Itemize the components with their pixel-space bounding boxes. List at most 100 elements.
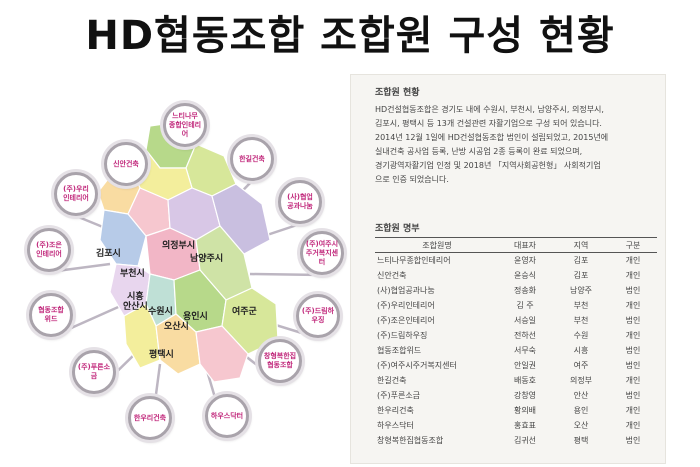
bubble-changhyeong-cooperative: 창형복한집 협동조합 (258, 339, 302, 383)
bubble-house-doctor: 하우스닥터 (205, 394, 249, 438)
city-namyangju: 남양주시 (190, 254, 224, 264)
table-cell: 배동호 (513, 375, 537, 385)
table-cell: 부천 (573, 300, 589, 310)
table-header-row: 조합원명 대표자 지역 구분 (375, 237, 657, 253)
table-cell: 안산 (573, 390, 589, 400)
map-region (195, 325, 249, 383)
bubble-pureun-sogeum: (주)푸른소금 (72, 350, 116, 394)
bubble-connector-line (249, 272, 323, 277)
table-row: 느티나무종합인테리어 윤영자 김포 개인 (375, 253, 657, 268)
table-cell: 의정부 (569, 375, 593, 385)
table-cell: 한우리건축 (377, 405, 414, 415)
table-cell: 윤영자 (513, 255, 537, 265)
table-cell: 강창영 (513, 390, 537, 400)
table-cell: 개인 (625, 270, 641, 280)
paragraph-line: 2014년 12월 1일에 HD건설협동조합 법인이 설립되었고, 2015년에 (375, 133, 609, 142)
table-cell: 황의배 (513, 405, 537, 415)
table-row: (주)드림하우징 전하선 수원 개인 (375, 328, 657, 343)
table-cell: 법인 (625, 360, 641, 370)
table-cell: 개인 (625, 375, 641, 385)
table-cell: 법인 (625, 315, 641, 325)
table-cell: 법인 (625, 435, 641, 445)
city-osan: 오산시 (164, 322, 189, 332)
table-cell: 법인 (625, 285, 641, 295)
city-uijeongbu: 의정부시 (162, 241, 196, 251)
bubble-hangil-architecture: 한길건축 (230, 137, 274, 181)
table-cell: (주)푸른소금 (377, 390, 421, 400)
table-cell: 김포 (573, 255, 589, 265)
city-yeoju: 여주군 (232, 307, 257, 317)
table-row: 한길건축 배동호 의정부 개인 (375, 373, 657, 388)
table-row: (주)여주시주거복지센터 안일권 여주 법인 (375, 358, 657, 373)
city-gimpo: 김포시 (96, 249, 121, 259)
bubble-sinan-architecture: 신안건축 (104, 142, 148, 186)
city-bucheon: 부천시 (120, 269, 145, 279)
table-cell: 안일권 (513, 360, 537, 370)
table-cell: 남양주 (569, 285, 593, 295)
bubble-hanwoori-architecture: 한우리건축 (128, 396, 172, 440)
bubble-cooperative-with: 협동조합 위드 (29, 293, 73, 337)
table-row: 한우리건축 황의배 용인 개인 (375, 403, 657, 418)
city-yongin: 용인시 (183, 312, 208, 322)
bubble-neuti-interior: 느티나무 종합인테리어 (163, 103, 207, 147)
table-cell: 서무숙 (513, 345, 537, 355)
bubble-yeoju-housing-center: (주)여주시 주거복지센터 (300, 231, 344, 275)
city-siheung-ansan: 시흥 안산시 (123, 292, 148, 312)
table-cell: 수원 (573, 330, 589, 340)
page-title: HD협동조합 조합원 구성 현황 (85, 13, 615, 59)
table-cell: (주)조은인테리어 (377, 315, 435, 325)
table-cell: 창형복한집협동조합 (377, 435, 444, 445)
table-cell: 협동조합위드 (377, 345, 422, 355)
table-cell: 법인 (625, 390, 641, 400)
table-row: 협동조합위드 서무숙 시흥 법인 (375, 343, 657, 358)
table-cell: 부천 (573, 315, 589, 325)
table-cell: 윤승식 (513, 270, 537, 280)
table-cell: 오산 (573, 420, 589, 430)
table-cell: (주)드림하우징 (377, 330, 428, 340)
paragraph-line: 으로 인증 되었습니다. (375, 175, 449, 184)
column-header: 조합원명 (375, 237, 497, 253)
table-row: 창형복한집협동조합 김귀선 평택 법인 (375, 433, 657, 448)
bubble-joeun-interior: (주)조은 인테리어 (27, 228, 71, 272)
bubble-connector-line (48, 262, 111, 274)
column-header: 지역 (553, 237, 609, 253)
member-list-title: 조합원 명부 (375, 224, 420, 234)
doc-heading: 조합원 현황 (375, 88, 420, 98)
table-cell: 전하선 (513, 330, 537, 340)
table-cell: 법인 (625, 345, 641, 355)
city-pyeongtaek: 평택시 (149, 350, 174, 360)
table-cell: 신안건축 (377, 270, 407, 280)
table-row: (주)푸른소금 강창영 안산 법인 (375, 388, 657, 403)
column-header: 구분 (609, 237, 657, 253)
table-cell: 여주 (573, 360, 589, 370)
table-cell: 서승일 (513, 315, 537, 325)
table-cell: (주)여주시주거복지센터 (377, 360, 457, 370)
table-cell: (사)협업공과나눔 (377, 285, 435, 295)
table-row: 신안건축 윤승식 김포 개인 (375, 268, 657, 283)
paragraph-line: HD건설협동조합은 경기도 내에 수원시, 부천시, 남양주시, 의정부시, (375, 105, 604, 114)
table-cell: 개인 (625, 255, 641, 265)
bubble-woori-interior: (주)우리 인테리어 (54, 172, 98, 216)
table-row: (주)조은인테리어 서승일 부천 법인 (375, 313, 657, 328)
table-cell: 개인 (625, 420, 641, 430)
table-cell: 개인 (625, 405, 641, 415)
table-row: (사)협업공과나눔 정송화 남양주 법인 (375, 283, 657, 298)
column-header: 대표자 (497, 237, 553, 253)
member-table: 조합원명 대표자 지역 구분 느티나무종합인테리어 윤영자 김포 개인 신안건축 윤승식 김… (375, 237, 657, 448)
paragraph-line: 경기광역자활기업 인정 및 2018년 「지역사회공헌형」 사회적기업 (375, 161, 601, 170)
table-cell: 하우스닥터 (377, 420, 414, 430)
member-map-diagram: 느티나무 종합인테리어 신안건축 한길건축 (주)우리 인테리어 (사)협업 공… (0, 64, 350, 467)
table-cell: 홍효표 (513, 420, 537, 430)
city-suwon: 수원시 (148, 307, 173, 317)
table-cell: 느티나무종합인테리어 (377, 255, 451, 265)
table-cell: 김 주 (516, 300, 534, 310)
member-status-document: 조합원 현황 HD건설협동조합은 경기도 내에 수원시, 부천시, 남양주시, … (350, 74, 666, 464)
paragraph-line: 김포시, 평택시 등 13개 건설관련 자활기업으로 구성 되어 있습니다. (375, 119, 602, 128)
table-cell: 김귀선 (513, 435, 537, 445)
table-row: (주)우리인테리어 김 주 부천 개인 (375, 298, 657, 313)
table-cell: (주)우리인테리어 (377, 300, 435, 310)
table-cell: 시흥 (573, 345, 589, 355)
table-cell: 정송화 (513, 285, 537, 295)
bubble-dream-housing: (주)드림하우징 (296, 294, 340, 338)
table-cell: 평택 (573, 435, 589, 445)
